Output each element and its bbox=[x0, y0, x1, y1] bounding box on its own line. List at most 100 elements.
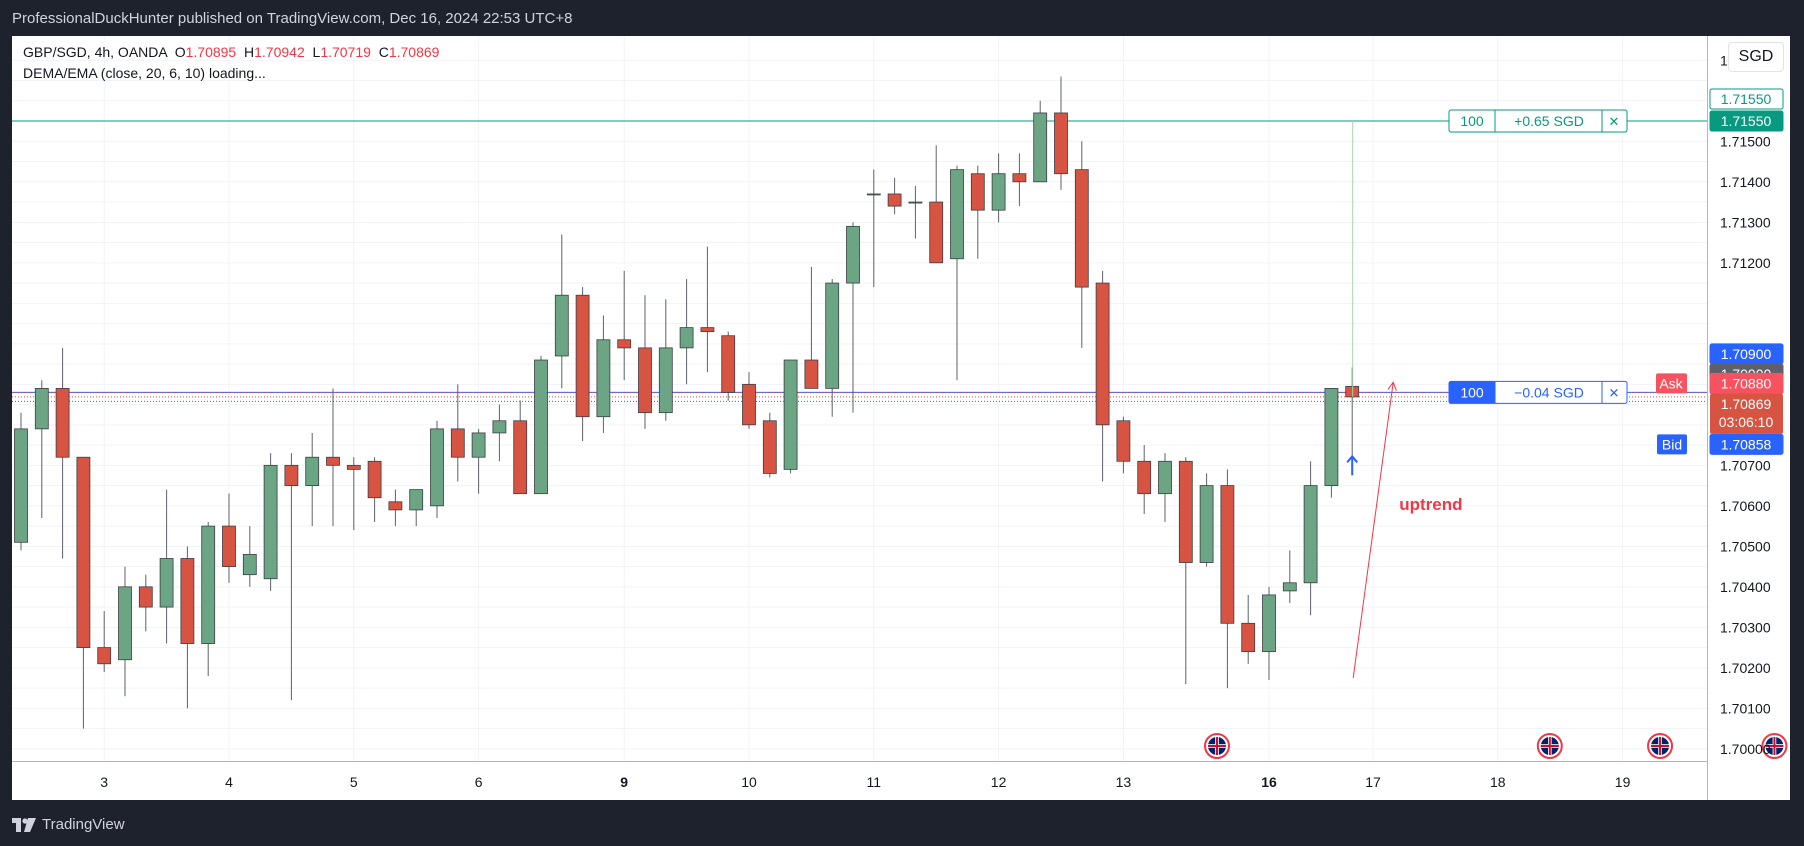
tp-outline-price-label-bg bbox=[1709, 88, 1784, 110]
candle-body[interactable] bbox=[513, 420, 528, 495]
candle-body[interactable] bbox=[263, 464, 278, 580]
candle-body[interactable] bbox=[866, 193, 881, 196]
uk-event-flag-icon[interactable] bbox=[1647, 733, 1674, 759]
take-profit-order-box[interactable]: 100 +0.65 SGD ✕ bbox=[1448, 109, 1628, 133]
price-tick-label: 1.70300 bbox=[1720, 619, 1771, 635]
candle-body[interactable] bbox=[97, 647, 112, 665]
candle-body[interactable] bbox=[1199, 485, 1214, 563]
candle-body[interactable] bbox=[284, 464, 299, 486]
low-label: L bbox=[312, 44, 321, 60]
candle-body[interactable] bbox=[1012, 173, 1027, 183]
candle-body[interactable] bbox=[471, 432, 486, 458]
last-price-label: 1.70869 bbox=[1721, 396, 1772, 412]
candle-body[interactable] bbox=[658, 347, 673, 414]
tradingview-logo-icon bbox=[12, 817, 36, 832]
candle-body[interactable] bbox=[887, 193, 902, 207]
candle-body[interactable] bbox=[1074, 169, 1089, 288]
candle-body[interactable] bbox=[783, 359, 798, 470]
candle-body[interactable] bbox=[34, 387, 49, 430]
candle-body[interactable] bbox=[138, 586, 153, 608]
candle-body[interactable] bbox=[388, 501, 403, 511]
candle-body[interactable] bbox=[825, 282, 840, 389]
uk-event-flag-icon[interactable] bbox=[1761, 733, 1788, 759]
uptrend-annotation[interactable]: uptrend bbox=[1399, 495, 1462, 514]
candle-body[interactable] bbox=[638, 347, 652, 414]
price-tick-label: 1.70100 bbox=[1720, 700, 1771, 716]
candle-body[interactable] bbox=[180, 558, 195, 644]
symbol-label[interactable]: GBP/SGD, 4h, OANDA bbox=[23, 44, 167, 60]
currency-button[interactable]: SGD bbox=[1728, 42, 1784, 72]
high-value: 1.70942 bbox=[254, 44, 305, 60]
time-tick-label: 12 bbox=[991, 774, 1007, 790]
candle-body[interactable] bbox=[700, 327, 715, 333]
take-profit-order-box-qty: 100 bbox=[1460, 113, 1484, 129]
uk-event-flag-icon[interactable] bbox=[1536, 733, 1563, 759]
candle-body[interactable] bbox=[1033, 112, 1048, 183]
candle-body[interactable] bbox=[1282, 582, 1297, 592]
candle-body[interactable] bbox=[1241, 622, 1256, 653]
bid-tag-bg bbox=[1657, 434, 1687, 455]
candle-body[interactable] bbox=[222, 525, 236, 567]
time-tick-label: 16 bbox=[1261, 774, 1277, 790]
candle-body[interactable] bbox=[950, 169, 964, 260]
candle-body[interactable] bbox=[492, 420, 507, 434]
candle-body[interactable] bbox=[762, 420, 777, 474]
candle-body[interactable] bbox=[305, 456, 320, 486]
candle-body[interactable] bbox=[534, 359, 548, 495]
candle-body[interactable] bbox=[1324, 387, 1339, 486]
bid-price-label: 1.70858 bbox=[1721, 436, 1772, 452]
candle-body[interactable] bbox=[346, 464, 361, 470]
candle-body[interactable] bbox=[721, 335, 736, 393]
candle-body[interactable] bbox=[159, 558, 174, 608]
candle-body[interactable] bbox=[118, 586, 132, 661]
candle-body[interactable] bbox=[14, 428, 28, 543]
candle-body[interactable] bbox=[742, 383, 756, 426]
trend-arrow-line[interactable] bbox=[1352, 382, 1394, 679]
time-tick-label: 18 bbox=[1490, 774, 1506, 790]
position-order-box[interactable]: 100 −0.04 SGD ✕ bbox=[1448, 380, 1628, 404]
last-price-bg bbox=[1710, 393, 1783, 434]
candle-body[interactable] bbox=[575, 294, 590, 418]
candle-body[interactable] bbox=[201, 525, 216, 644]
candle-body[interactable] bbox=[846, 225, 860, 284]
candle-body[interactable] bbox=[991, 173, 1006, 211]
tradingview-logo[interactable]: TradingView bbox=[12, 816, 125, 833]
candle-body[interactable] bbox=[450, 428, 465, 458]
open-value: 1.70895 bbox=[185, 44, 237, 60]
candle-body[interactable] bbox=[596, 339, 611, 418]
candle-body[interactable] bbox=[55, 387, 70, 458]
candle-body[interactable] bbox=[1116, 420, 1131, 462]
candle-body[interactable] bbox=[554, 294, 569, 357]
chart-canvas[interactable]: uptrend1.717001.715001.714001.713001.712… bbox=[12, 36, 1790, 800]
position-order-box-qty: 100 bbox=[1460, 384, 1484, 400]
candle-body[interactable] bbox=[367, 460, 382, 499]
candle-body[interactable] bbox=[1095, 282, 1110, 426]
position-order-box-close-icon[interactable]: ✕ bbox=[1609, 386, 1620, 401]
candle-body[interactable] bbox=[1220, 485, 1235, 624]
candle-body[interactable] bbox=[242, 554, 257, 576]
candle-body[interactable] bbox=[1262, 594, 1276, 653]
candle-body[interactable] bbox=[1178, 460, 1193, 563]
price-tick-label: 1.70500 bbox=[1720, 538, 1771, 554]
candle-body[interactable] bbox=[908, 201, 923, 204]
candle-body[interactable] bbox=[617, 339, 632, 349]
candle-body[interactable] bbox=[76, 456, 91, 648]
candle-body[interactable] bbox=[1137, 460, 1152, 495]
candle-body[interactable] bbox=[970, 173, 985, 211]
candle-body[interactable] bbox=[1303, 485, 1318, 584]
candle-body[interactable] bbox=[929, 201, 944, 264]
candle-body[interactable] bbox=[1158, 460, 1172, 495]
candle-body[interactable] bbox=[804, 359, 819, 389]
uk-event-flag-icon[interactable] bbox=[1204, 733, 1230, 759]
price-tick-label: 1.71300 bbox=[1720, 214, 1771, 230]
candle-body[interactable] bbox=[409, 489, 424, 511]
candle-body[interactable] bbox=[1054, 112, 1068, 175]
candle-body[interactable] bbox=[430, 428, 444, 507]
indicator-row[interactable]: DEMA/EMA (close, 20, 6, 10) loading... bbox=[23, 65, 266, 81]
chart-area[interactable]: uptrend1.717001.715001.714001.713001.712… bbox=[12, 36, 1790, 800]
chart-legend: GBP/SGD, 4h, OANDA O1.70895 H1.70942 L1.… bbox=[23, 42, 439, 84]
candle-body[interactable] bbox=[679, 327, 694, 349]
candle-body[interactable] bbox=[326, 456, 340, 466]
ohlc-row: GBP/SGD, 4h, OANDA O1.70895 H1.70942 L1.… bbox=[23, 42, 439, 63]
take-profit-order-box-close-icon[interactable]: ✕ bbox=[1609, 115, 1620, 130]
